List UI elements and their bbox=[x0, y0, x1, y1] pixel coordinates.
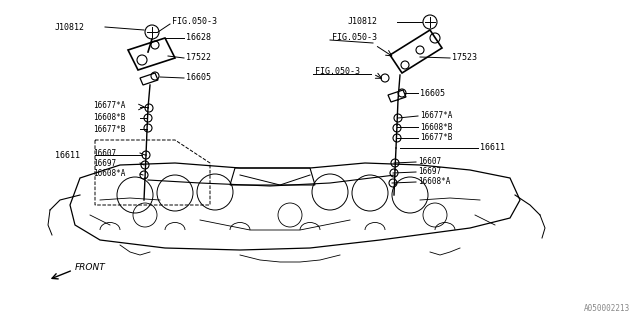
Text: 16677*A: 16677*A bbox=[420, 111, 452, 121]
Text: 16605: 16605 bbox=[420, 89, 445, 98]
Text: FIG.050-3: FIG.050-3 bbox=[172, 18, 217, 27]
Text: FIG.050-3: FIG.050-3 bbox=[315, 68, 360, 76]
Text: J10812: J10812 bbox=[55, 22, 85, 31]
Text: 16608*A: 16608*A bbox=[418, 178, 451, 187]
Text: FRONT: FRONT bbox=[75, 263, 106, 273]
Text: J10812: J10812 bbox=[348, 18, 378, 27]
Text: 17523: 17523 bbox=[452, 53, 477, 62]
Text: 16628: 16628 bbox=[186, 34, 211, 43]
Text: 16611: 16611 bbox=[480, 143, 505, 153]
Text: 17522: 17522 bbox=[186, 53, 211, 62]
Text: 16677*B: 16677*B bbox=[420, 133, 452, 142]
Text: 16611: 16611 bbox=[55, 150, 80, 159]
Text: A050002213: A050002213 bbox=[584, 304, 630, 313]
Text: 16677*A: 16677*A bbox=[93, 100, 125, 109]
Text: 16608*B: 16608*B bbox=[420, 123, 452, 132]
Text: 16607: 16607 bbox=[418, 157, 441, 166]
Text: 16608*B: 16608*B bbox=[93, 114, 125, 123]
Text: 16608*A: 16608*A bbox=[93, 170, 125, 179]
Text: 16697: 16697 bbox=[93, 158, 116, 167]
Text: 16677*B: 16677*B bbox=[93, 124, 125, 133]
Text: 16607: 16607 bbox=[93, 148, 116, 157]
Text: FIG.050-3: FIG.050-3 bbox=[332, 34, 377, 43]
Text: 16605: 16605 bbox=[186, 74, 211, 83]
Text: 16697: 16697 bbox=[418, 167, 441, 177]
